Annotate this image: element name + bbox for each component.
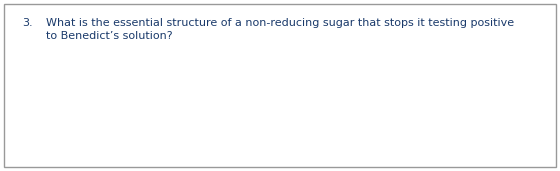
Text: 3.: 3. xyxy=(22,18,32,28)
Text: What is the essential structure of a non-reducing sugar that stops it testing po: What is the essential structure of a non… xyxy=(46,18,514,28)
Text: to Benedict’s solution?: to Benedict’s solution? xyxy=(46,31,172,41)
